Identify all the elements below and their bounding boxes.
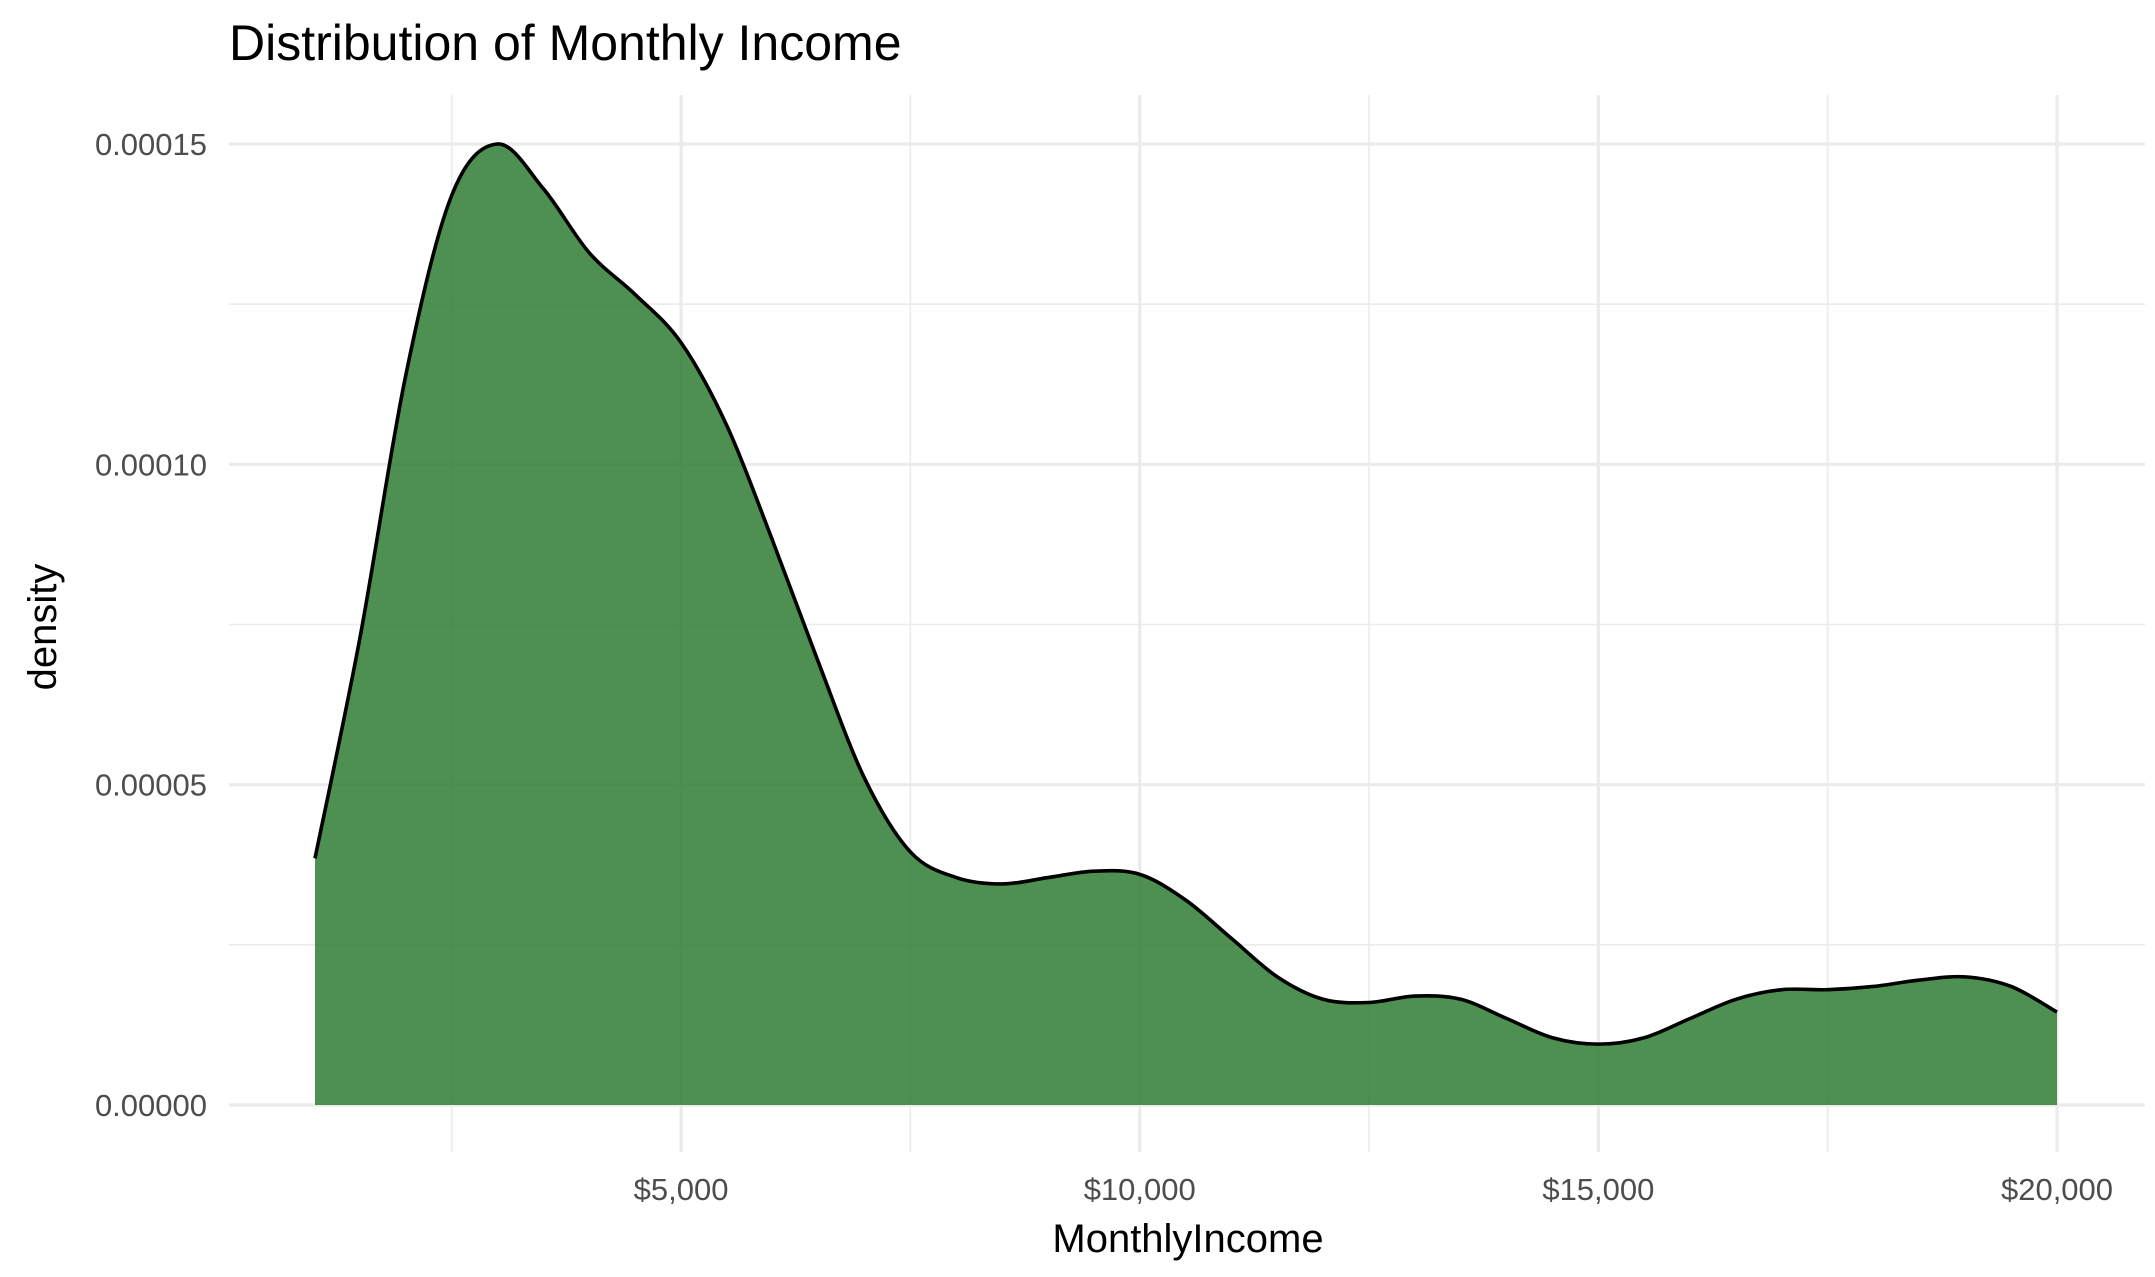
y-tick-label: 0.00000	[95, 1088, 207, 1123]
y-axis-tick-labels: 0.00000 0.00005 0.00010 0.00015	[95, 127, 207, 1123]
x-tick-label: $20,000	[2001, 1172, 2113, 1207]
x-axis-title: MonthlyIncome	[1052, 1217, 1323, 1261]
y-tick-label: 0.00010	[95, 447, 207, 482]
y-tick-label: 0.00015	[95, 127, 207, 162]
x-tick-label: $10,000	[1084, 1172, 1196, 1207]
density-area	[315, 143, 2057, 1105]
density-series	[313, 142, 2058, 1105]
x-axis-tick-labels: $5,000 $10,000 $15,000 $20,000	[634, 1172, 2113, 1207]
x-tick-label: $5,000	[634, 1172, 729, 1207]
y-tick-label: 0.00005	[95, 768, 207, 803]
x-tick-label: $15,000	[1542, 1172, 1654, 1207]
y-axis-title: density	[21, 564, 65, 691]
density-line	[313, 142, 2058, 1046]
chart-title: Distribution of Monthly Income	[229, 15, 902, 71]
